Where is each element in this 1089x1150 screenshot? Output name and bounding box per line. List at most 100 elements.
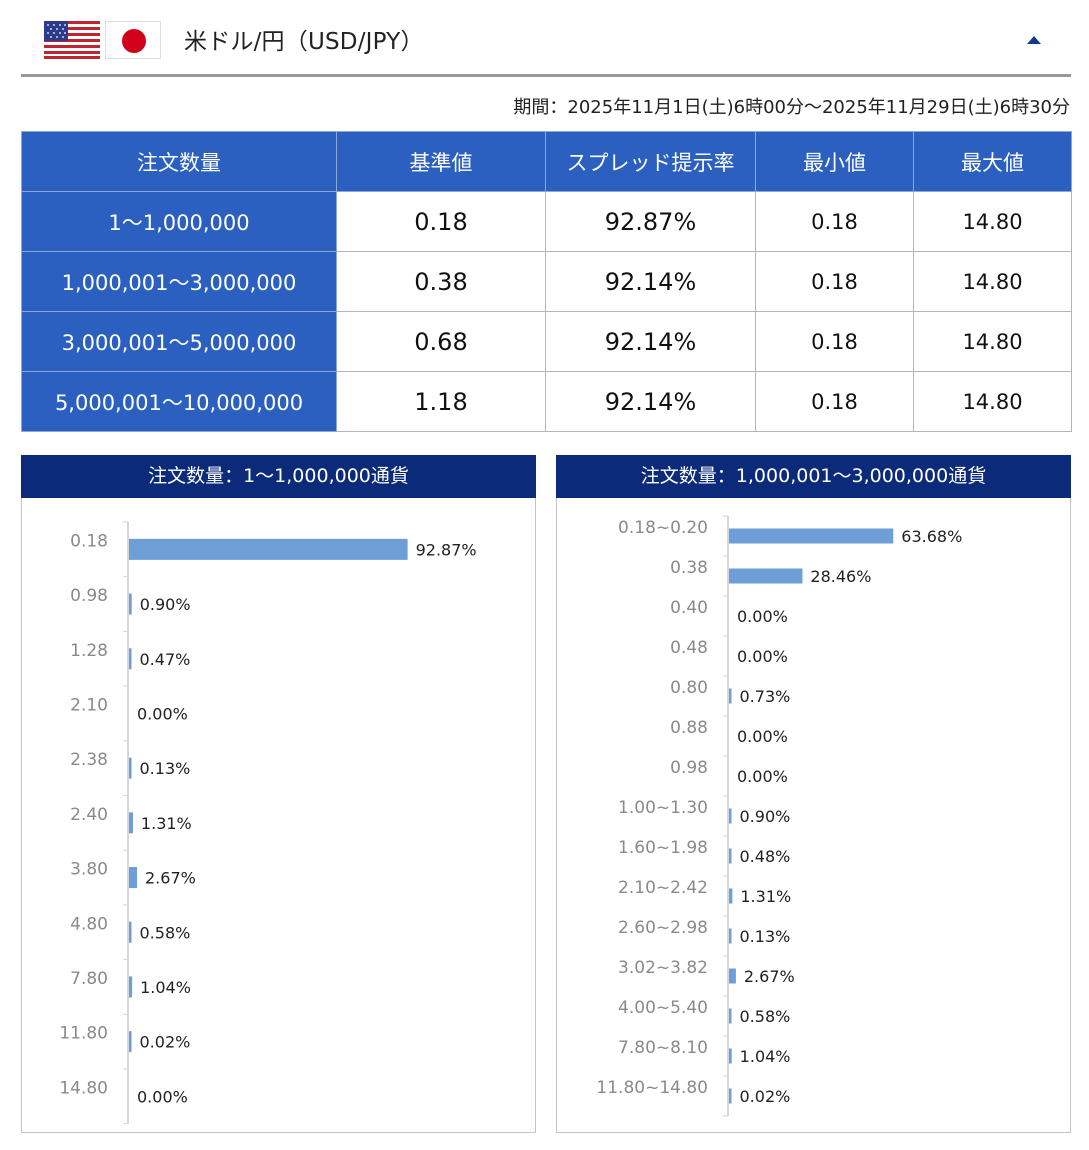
value-label: 0.58% [740,1007,791,1026]
spread-table: 注文数量 基準値 スプレッド提示率 最小値 最大値 1～1,000,000 0.… [21,131,1072,432]
bar [729,568,803,584]
category-label: 11.80~14.80 [596,1078,708,1098]
bar [129,1031,132,1053]
category-label: 2.10~2.42 [618,878,708,898]
base-cell: 0.38 [336,251,546,312]
table-row: 3,000,001～5,000,000 0.68 92.14% 0.18 14.… [21,311,1072,372]
table-row: 1～1,000,000 0.18 92.87% 0.18 14.80 [21,191,1072,252]
bar [129,921,132,943]
value-label: 0.02% [140,1033,191,1052]
value-label: 0.00% [737,767,788,786]
chart-title: 注文数量：1～1,000,000通貨 [21,455,536,498]
caret-up-icon[interactable] [1027,36,1041,44]
max-cell: 14.80 [913,311,1072,372]
value-label: 92.87% [416,540,477,559]
quantity-cell: 1～1,000,000 [21,191,337,252]
table-header-row: 注文数量 基準値 スプレッド提示率 最小値 最大値 [21,131,1072,192]
bar [129,867,138,889]
quantity-cell: 1,000,001～3,000,000 [21,251,337,312]
value-label: 1.04% [140,978,191,997]
category-label: 0.98 [70,586,108,606]
bar [129,757,132,779]
value-label: 0.48% [740,847,791,866]
chart-title: 注文数量：1,000,001～3,000,000通貨 [556,455,1071,498]
value-label: 0.00% [737,727,788,746]
value-label: 0.00% [737,607,788,626]
bar [729,1008,732,1024]
min-cell: 0.18 [755,251,914,312]
quantity-cell: 5,000,001～10,000,000 [21,371,337,432]
bar [129,976,133,998]
category-label: 1.00~1.30 [618,798,708,818]
category-label: 2.38 [70,750,108,770]
jp-flag-icon [105,21,161,59]
value-label: 0.47% [140,650,191,669]
quantity-cell: 3,000,001～5,000,000 [21,311,337,372]
chart-panel-1: 注文数量：1～1,000,000通貨 0.18 92.87% 0.98 0.90% 1.… [21,455,536,1133]
value-label: 0.13% [140,759,191,778]
bar [129,648,132,670]
col-header-min: 最小値 [755,131,914,192]
chart-body: 0.18 92.87% 0.98 0.90% 1.28 0.47% 2.10 0.00% 2.3… [21,498,536,1133]
value-label: 2.67% [744,967,795,986]
table-row: 1,000,001～3,000,000 0.38 92.14% 0.18 14.… [21,251,1072,312]
base-cell: 0.68 [336,311,546,372]
bar [729,808,732,824]
value-label: 0.13% [740,927,791,946]
rate-cell: 92.14% [545,251,756,312]
value-label: 63.68% [901,527,962,546]
category-label: 0.18~0.20 [618,518,708,538]
value-label: 0.00% [137,704,188,723]
col-header-quantity: 注文数量 [21,131,337,192]
bar [729,888,733,904]
base-cell: 0.18 [336,191,546,252]
value-label: 2.67% [145,869,196,888]
category-label: 0.38 [670,558,708,578]
bar [729,1088,732,1104]
value-label: 0.73% [740,687,791,706]
category-label: 7.80~8.10 [618,1038,708,1058]
category-label: 0.40 [670,598,708,618]
category-label: 4.00~5.40 [618,998,708,1018]
category-label: 2.40 [70,805,108,825]
category-label: 14.80 [59,1078,108,1098]
category-label: 2.60~2.98 [618,918,708,938]
bar [729,688,732,704]
value-label: 1.04% [740,1047,791,1066]
category-label: 0.18 [70,531,108,551]
bar [129,538,408,560]
rate-cell: 92.14% [545,371,756,432]
pair-title: 米ドル/円（USD/JPY） [184,29,424,55]
max-cell: 14.80 [913,371,1072,432]
period-text: 期間：2025年11月1日(土)6時00分～2025年11月29日(土)6時30… [513,97,1070,118]
value-label: 0.90% [740,807,791,826]
value-label: 1.31% [141,814,192,833]
bar [729,1048,732,1064]
category-label: 1.28 [70,641,108,661]
bar [729,968,736,984]
category-label: 2.10 [70,695,108,715]
value-label: 0.90% [140,595,191,614]
category-label: 11.80 [59,1024,108,1044]
table-row: 5,000,001～10,000,000 1.18 92.14% 0.18 14… [21,371,1072,432]
bar [729,928,732,944]
min-cell: 0.18 [755,191,914,252]
bar [129,593,132,615]
rate-cell: 92.87% [545,191,756,252]
value-label: 0.00% [737,647,788,666]
min-cell: 0.18 [755,371,914,432]
category-label: 0.88 [670,718,708,738]
value-label: 0.02% [740,1087,791,1106]
bar [729,848,732,864]
max-cell: 14.80 [913,251,1072,312]
value-label: 0.00% [137,1087,188,1106]
pair-header: 米ドル/円（USD/JPY） [21,0,1071,77]
category-label: 7.80 [70,969,108,989]
value-label: 28.46% [810,567,871,586]
us-flag-icon [44,21,100,59]
base-cell: 1.18 [336,371,546,432]
col-header-base: 基準値 [336,131,546,192]
bar [129,812,133,834]
col-header-rate: スプレッド提示率 [545,131,756,192]
bar [729,528,894,544]
